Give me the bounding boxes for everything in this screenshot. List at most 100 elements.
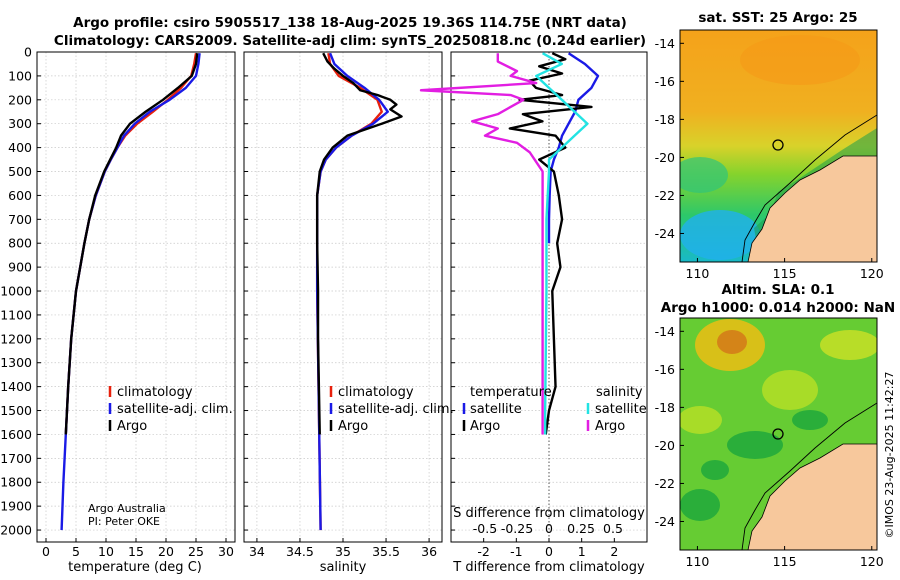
sst-map-title: sat. SST: 25 Argo: 25 [698,10,857,26]
legend-s-satellite: satellite [595,402,647,417]
credit-line2: PI: Peter OKE [88,515,160,528]
ytick-label: 1400 [0,379,32,394]
sla-low1 [727,431,783,459]
sla-high2 [820,330,877,360]
sla-low2 [680,489,720,521]
ytick-label: 1500 [0,403,32,418]
sla-argo-marker [772,428,784,440]
series-line-s-argo [419,53,544,435]
ytick-label: 800 [8,236,32,251]
map-ytick-label: -20 [655,438,675,453]
xtick-label: 0 [42,544,50,559]
sst-land [747,155,877,262]
xtick-label: 36 [421,544,437,559]
xtick-label: -2 [477,544,489,559]
ytick-label: 900 [8,260,32,275]
xtick-label: 10 [98,544,114,559]
xtick-label: 35.5 [372,544,400,559]
legend2-climatology: climatology [338,385,414,400]
sst-bathy-contour [741,114,877,262]
map-xtick-label: 115 [773,266,797,281]
xtick-label: 1 [578,544,586,559]
series-line-s-satellite [535,52,589,435]
series-line-argo [315,52,403,435]
sst-cool-patch [680,210,760,260]
xtick-label: 0 [545,544,553,559]
map-xtick-label: 115 [773,554,797,569]
figure-title-line1: Argo profile: csiro 5905517_138 18-Aug-2… [73,15,627,31]
xtick-label: 34.5 [286,544,314,559]
map-ytick-label: -24 [655,226,675,241]
ytick-label: 1000 [0,284,32,299]
ytick-label: 100 [8,68,32,83]
ytick-label: 300 [8,116,32,131]
figure-title-line2: Climatology: CARS2009. Satellite-adj cli… [54,33,646,49]
map-ytick-label: -14 [655,324,675,339]
xtick-label: 2 [610,544,618,559]
map-xtick-label: 110 [686,266,710,281]
difference-panel: -2 -1 0 1 2 -0.5 -0.25 0 0.25 0.5 T difference fr… [419,51,648,575]
ytick-label: 1900 [0,499,32,514]
s-diff-xlabel: S difference from climatology [453,506,645,521]
xtick-label: 34 [249,544,265,559]
legend-satellite-adj: satellite-adj. clim. [117,402,233,417]
legend-t-satellite: satellite [470,402,522,417]
sla-high1-core [717,330,747,354]
legend-climatology: climatology [117,385,193,400]
xtick-label: -1 [510,544,522,559]
t-diff-xlabel: T difference from climatology [452,560,645,575]
sla-low4 [701,460,729,480]
xtick-label: 20 [158,544,174,559]
sla-bathy-contour [741,402,877,550]
legend-argo: Argo [117,419,147,434]
ytick-label: 1100 [0,307,32,322]
map-ytick-label: -14 [655,36,675,51]
map-xtick-label: 110 [686,554,710,569]
series-line-argo [64,53,199,435]
imos-stamp: ©IMOS 23-Aug-2025 11:42:27 [883,372,896,539]
ytick-label: 1700 [0,451,32,466]
xtick-s-label: -0.5 [473,521,497,536]
series-line-t-satellite [547,52,600,244]
sla-high3 [762,370,818,410]
xtick-label: 5 [72,544,80,559]
sst-argo-marker [772,139,784,151]
sla-map-title1: Altim. SLA: 0.1 [721,282,834,298]
temperature-xlabel: temperature (deg C) [68,560,202,575]
sst-warm-patch [740,35,860,85]
legend2-satellite-adj: satellite-adj. clim. [338,402,454,417]
xtick-label: 15 [128,544,144,559]
xtick-s-label: -0.25 [501,521,533,536]
salinity-panel: 34 34.5 35 35.5 36 salinity climatology sate… [243,51,454,575]
map-ytick-label: -20 [655,150,675,165]
ytick-label: 1800 [0,475,32,490]
map-ytick-label: -22 [655,188,675,203]
sla-map-title2: Argo h1000: 0.014 h2000: NaN [661,300,895,316]
sst-green-patch [680,157,728,193]
map-ytick-label: -22 [655,476,675,491]
temperature-panel: 0100200300400500600700800900100011001200… [0,45,236,575]
ytick-label: 700 [8,212,32,227]
xtick-s-label: 0.5 [603,521,623,536]
legend-temperature-title: temperature [470,385,552,400]
legend2-argo: Argo [338,419,368,434]
sst-map: sat. SST: 25 Argo: 25 110 115 120 -14 -16 -18… [655,10,884,281]
xtick-label: 35 [335,544,351,559]
salinity-xlabel: salinity [320,560,367,575]
ytick-label: 0 [24,45,32,60]
ytick-label: 200 [8,92,32,107]
ytick-label: 1600 [0,427,32,442]
map-ytick-label: -18 [655,400,675,415]
map-ytick-label: -16 [655,74,675,89]
sla-high4 [680,406,722,434]
ytick-label: 500 [8,164,32,179]
legend-salinity-title: salinity [596,385,643,400]
map-xtick-label: 120 [860,266,884,281]
sla-map-frame [679,317,878,551]
xtick-label: 25 [188,544,204,559]
legend-s-argo: Argo [595,419,625,434]
ytick-label: 1300 [0,355,32,370]
xtick-label: 30 [218,544,234,559]
sla-map: Altim. SLA: 0.1 Argo h1000: 0.014 h2000:… [655,282,896,569]
